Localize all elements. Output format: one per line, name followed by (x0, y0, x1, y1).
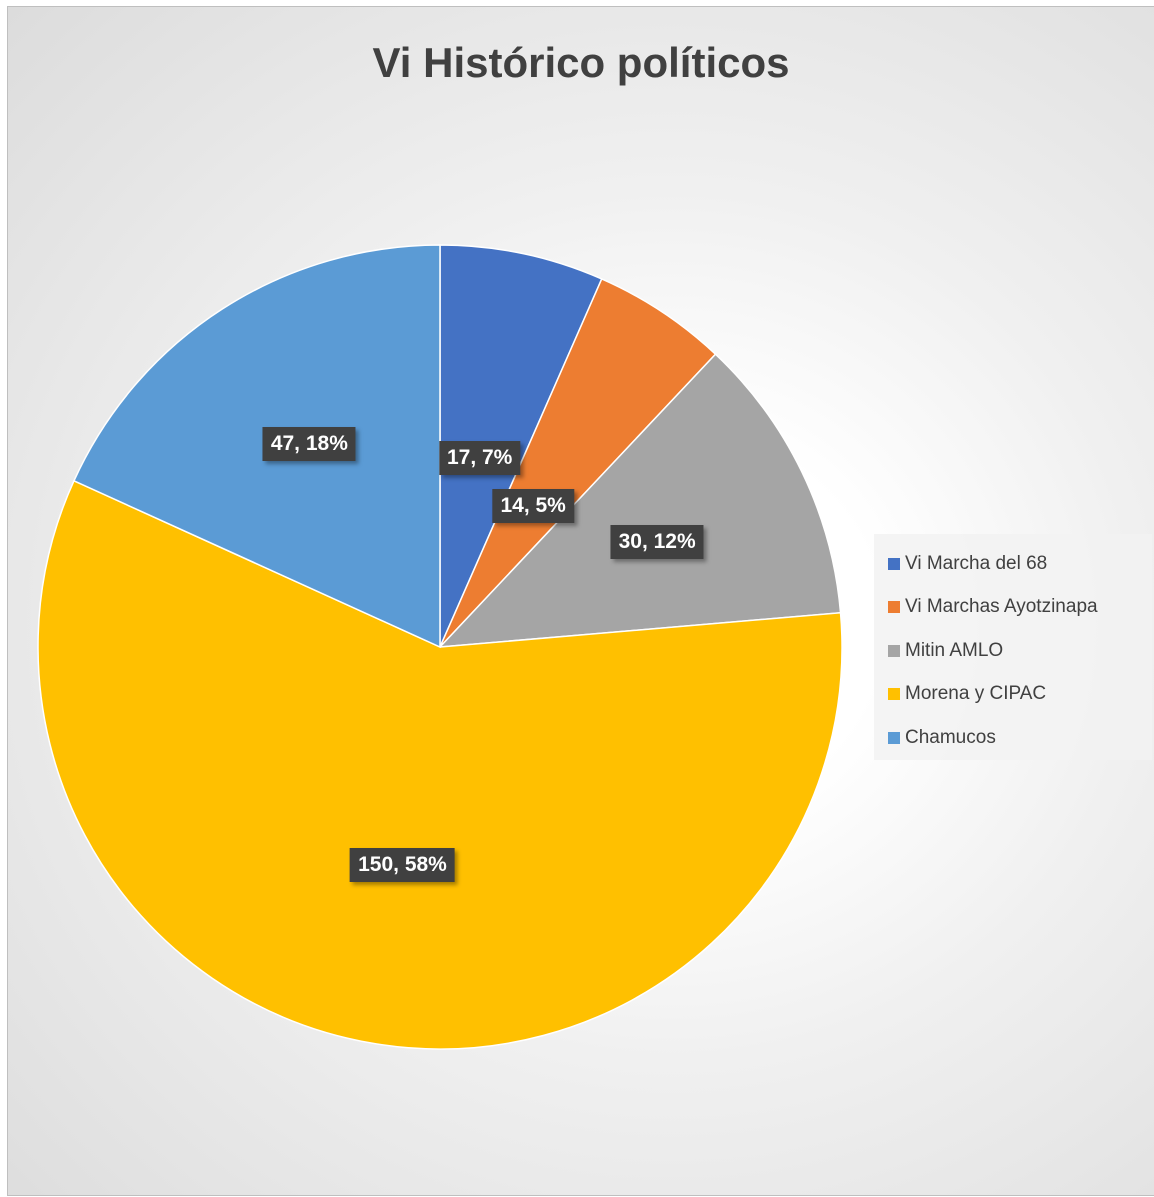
pie-slice (72, 244, 441, 649)
pie-slice (37, 479, 843, 1050)
legend-item: Mitin AMLO (888, 629, 1152, 673)
legend-swatch (888, 557, 900, 570)
pie-slice (439, 244, 603, 648)
legend-item: Vi Marchas Ayotzinapa (888, 586, 1152, 630)
legend-label: Morena y CIPAC (905, 683, 1047, 705)
pie-slice (439, 277, 717, 648)
legend-label: Chamucos (905, 726, 996, 748)
legend-swatch (888, 601, 900, 614)
legend-swatch (888, 644, 900, 657)
legend-item: Vi Marcha del 68 (888, 542, 1152, 586)
data-label: 47, 18% (262, 427, 356, 462)
legend-label: Vi Marcha del 68 (905, 552, 1048, 574)
pie-chart (37, 244, 843, 1050)
data-label: 17, 7% (438, 441, 521, 476)
pie-slice (438, 353, 842, 648)
data-label: 30, 12% (610, 524, 704, 559)
data-label: 14, 5% (492, 489, 574, 524)
chart-title: Vi Histórico políticos (372, 39, 790, 86)
legend-swatch (888, 688, 900, 701)
data-label: 150, 58% (350, 847, 455, 882)
legend: Vi Marcha del 68 Vi Marchas Ayotzinapa Mit… (874, 534, 1152, 760)
chart-area: Vi Histórico políticos 17, 7% 14, 5% 30, 1… (7, 6, 1154, 1196)
legend-item: Chamucos (888, 716, 1152, 760)
legend-label: Vi Marchas Ayotzinapa (905, 596, 1098, 618)
legend-item: Morena y CIPAC (888, 673, 1152, 717)
legend-label: Mitin AMLO (905, 639, 1004, 661)
legend-swatch (888, 731, 900, 744)
